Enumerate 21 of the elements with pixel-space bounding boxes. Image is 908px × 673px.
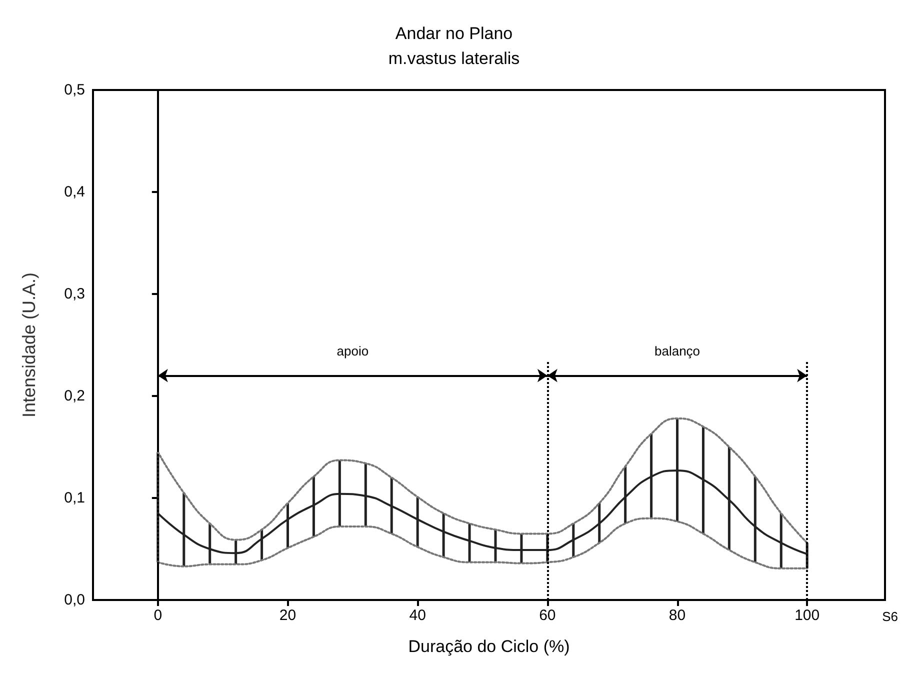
x-tick-label: 80 bbox=[668, 607, 686, 624]
line-series bbox=[156, 417, 808, 544]
y-tick-label: 0,2 bbox=[64, 388, 85, 404]
x-tick-label: 60 bbox=[539, 607, 556, 624]
chart-subtitle: m.vastus lateralis bbox=[388, 49, 520, 68]
x-tick-label: 0 bbox=[154, 607, 162, 624]
annotation: balanço bbox=[654, 344, 700, 359]
y-tick-label: 0,4 bbox=[64, 184, 85, 200]
y-tick-label: 0,3 bbox=[64, 286, 85, 302]
annotation: apoio bbox=[336, 344, 369, 359]
x-axis-title: Duração do Ciclo (%) bbox=[408, 637, 570, 656]
x-tick-label: 100 bbox=[794, 607, 820, 624]
y-axis-title: Intensidade (U.A.) bbox=[19, 272, 39, 418]
line-series bbox=[156, 517, 808, 570]
y-tick-label: 0,1 bbox=[64, 490, 85, 506]
x-tick-label: 20 bbox=[279, 607, 296, 624]
x-tick-label: 40 bbox=[409, 607, 426, 624]
chart-title: Andar no Plano bbox=[395, 24, 513, 43]
y-tick-label: 0,0 bbox=[64, 592, 85, 608]
text: S6 bbox=[882, 609, 898, 624]
y-tick-label: 0,5 bbox=[64, 82, 85, 98]
